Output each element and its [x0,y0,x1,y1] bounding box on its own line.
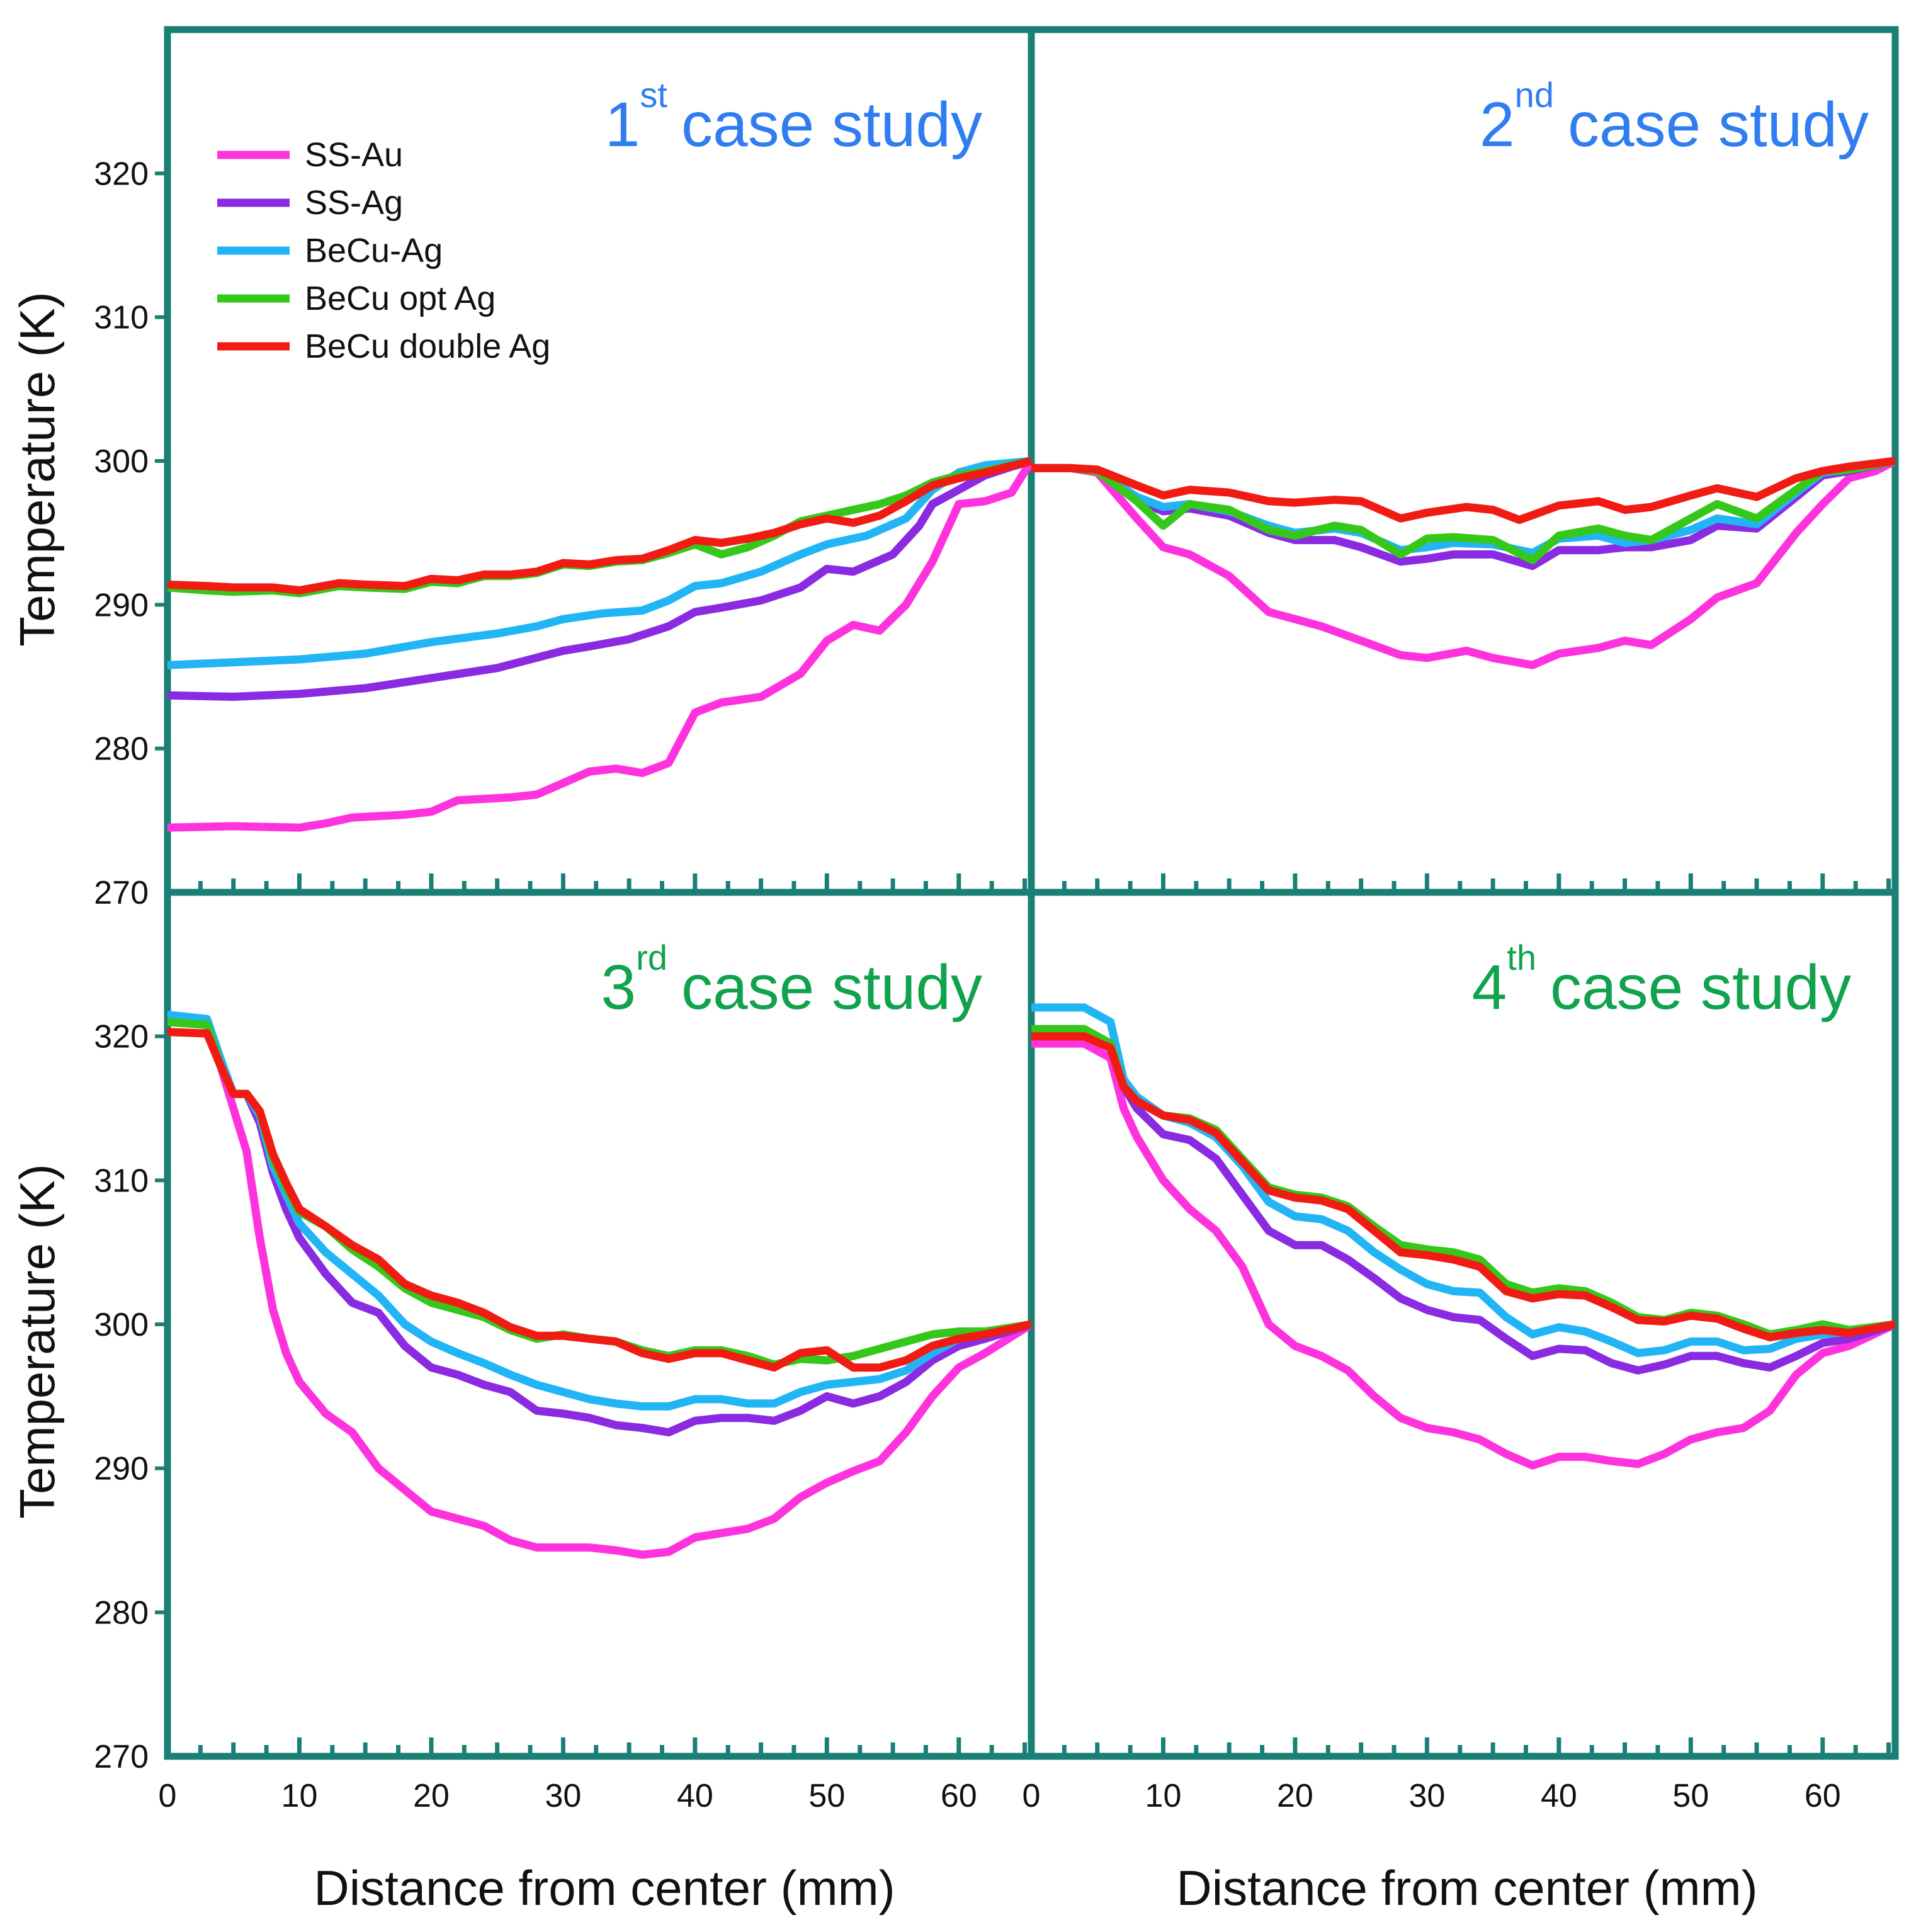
y-axis-title-top: Temperature (K) [9,292,65,647]
series-line-ss-au [167,457,1031,832]
x-tick-label: 0 [1023,1778,1041,1814]
series-line-becu-double-ag [1031,1032,1895,1342]
panel-title-4-text: case study [1550,952,1851,1023]
y-tick-label: 310 [94,1162,149,1199]
panel-title-3-suffix: rd [636,938,667,977]
series-line-becu-double-ag [167,1028,1031,1372]
legend-label-ss-ag: SS-Ag [305,184,403,222]
x-tick-label: 10 [1145,1778,1182,1814]
x-axis-title-right: Distance from center (mm) [1176,1860,1757,1916]
legend-label-becu-double-ag: BeCu double Ag [305,327,550,365]
series-line-becu-double-ag [1031,457,1895,525]
series-line-ss-ag [1031,1025,1895,1375]
panel-title-1: 1st case study [605,75,982,160]
series-line-ss-ag [167,457,1031,701]
x-tick-label: 20 [1277,1778,1313,1814]
panel-title-1-number: 1 [605,89,640,160]
x-tick-label: 10 [281,1778,318,1814]
y-tick-label: 270 [94,1739,149,1775]
y-tick-label: 290 [94,587,149,623]
panel-1-series [167,457,1031,832]
panel-title-1-text: case study [681,89,982,160]
y-tick-label: 270 [94,875,149,911]
panel-4-series [1031,1003,1895,1470]
x-tick-label: 30 [545,1778,581,1814]
panel-title-2-suffix: nd [1515,75,1554,115]
panel-title-2: 2nd case study [1480,75,1869,160]
series-line-ss-au [167,1018,1031,1559]
x-tick-label: 50 [1672,1778,1709,1814]
series-line-ss-au [1031,457,1895,669]
x-tick-label: 30 [1408,1778,1445,1814]
y-tick-label: 300 [94,1307,149,1343]
x-tick-label: 0 [159,1778,177,1814]
y-tick-label: 320 [94,156,149,192]
legend-label-becu-ag: BeCu-Ag [305,232,443,270]
x-tick-label: 60 [1805,1778,1841,1814]
panel-title-2-number: 2 [1480,89,1515,160]
y-tick-label: 280 [94,731,149,768]
x-axis-title-left: Distance from center (mm) [314,1860,895,1916]
series-line-ss-au [1031,1039,1895,1470]
legend-label-ss-au: SS-Au [305,136,403,174]
legend-label-becu-opt-ag: BeCu opt Ag [305,280,496,317]
panel-2-series [1031,457,1895,669]
panel-title-3-text: case study [681,952,982,1023]
y-tick-label: 280 [94,1594,149,1631]
y-tick-label: 320 [94,1019,149,1055]
x-tick-label: 40 [677,1778,713,1814]
series-line-becu-ag [167,457,1031,669]
panel-title-4-suffix: th [1507,938,1536,977]
panel-title-4-number: 4 [1472,952,1507,1023]
x-tick-label: 20 [413,1778,450,1814]
series-line-becu-double-ag [167,457,1031,594]
y-tick-label: 310 [94,300,149,336]
x-tick-label: 40 [1541,1778,1577,1814]
panel-title-3-number: 3 [601,952,637,1023]
panel-title-3: 3rd case study [601,938,982,1023]
series-line-becu-opt-ag [1031,457,1895,564]
y-tick-label: 290 [94,1451,149,1487]
legend: SS-Au SS-Ag BeCu-Ag BeCu opt Ag BeCu dou… [217,136,550,365]
series-line-becu-ag [1031,457,1895,557]
panel-3-series [167,1010,1031,1559]
x-tick-label: 60 [941,1778,977,1814]
series-line-ss-ag [1031,457,1895,571]
y-tick-label: 300 [94,443,149,480]
series-layer [167,457,1895,1559]
panel-title-4: 4th case study [1472,938,1851,1023]
panel-title-2-text: case study [1568,89,1869,160]
y-axis-title-bottom: Temperature (K) [9,1164,65,1519]
panel-title-1-suffix: st [640,75,667,115]
x-tick-label: 50 [808,1778,845,1814]
